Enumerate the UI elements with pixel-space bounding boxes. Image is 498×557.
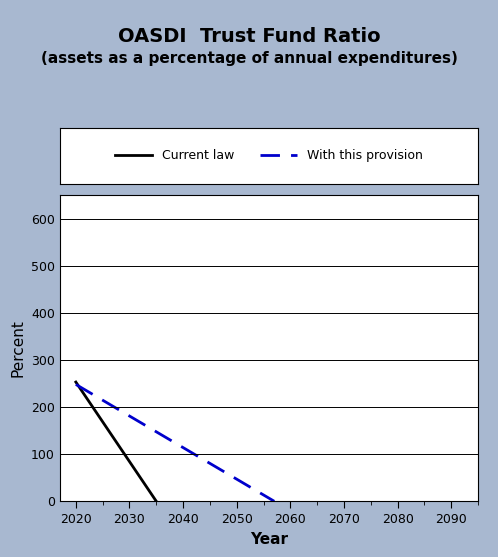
Legend: Current law, With this provision: Current law, With this provision (110, 144, 428, 168)
Text: (assets as a percentage of annual expenditures): (assets as a percentage of annual expend… (40, 51, 458, 66)
Text: OASDI  Trust Fund Ratio: OASDI Trust Fund Ratio (118, 27, 380, 46)
X-axis label: Year: Year (250, 532, 288, 546)
Y-axis label: Percent: Percent (10, 319, 25, 377)
